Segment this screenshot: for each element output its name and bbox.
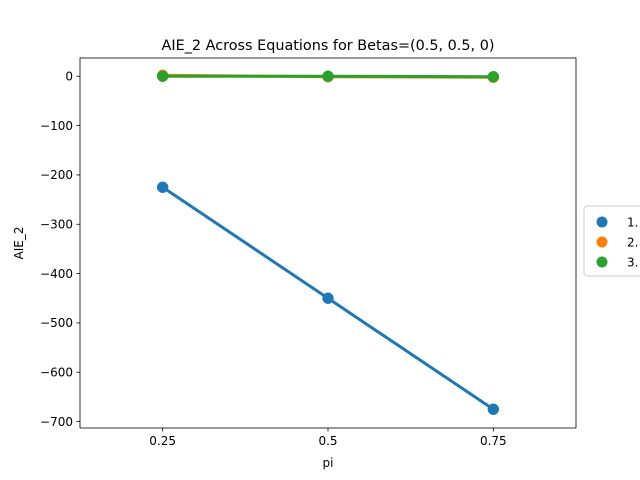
legend-label: 3.	[627, 255, 638, 269]
y-axis: 0 −100 −200 −300 −400 −500 −600 −700	[40, 70, 80, 429]
y-tick-label: −300	[40, 218, 73, 232]
legend: 1. 2. 3.	[583, 205, 640, 277]
legend-marker	[596, 256, 608, 268]
data-point	[487, 403, 500, 416]
plot-frame	[79, 57, 577, 429]
legend-marker	[596, 236, 608, 248]
x-tick-label: 0.75	[480, 434, 507, 448]
y-tick-label: −200	[40, 168, 73, 182]
x-axis-label: pi	[323, 456, 334, 470]
data-point	[322, 292, 334, 305]
data-point	[156, 70, 169, 83]
legend-marker	[596, 216, 608, 228]
series-1	[156, 181, 500, 416]
y-tick-label: −500	[40, 316, 73, 330]
y-tick-label: −700	[40, 415, 73, 429]
legend-items: 1. 2. 3.	[596, 215, 638, 269]
legend-label: 1.	[627, 215, 638, 229]
y-tick-label: −400	[40, 267, 73, 281]
y-tick-label: 0	[65, 70, 73, 84]
plot-area	[79, 57, 577, 429]
data-point	[156, 181, 169, 194]
legend-label: 2.	[627, 235, 638, 249]
data-point	[322, 70, 334, 83]
y-axis-label: AIE_2	[12, 227, 26, 260]
data-point	[487, 70, 500, 83]
y-tick-label: −100	[40, 119, 73, 133]
x-tick-label: 0.5	[318, 434, 337, 448]
series-layer	[156, 69, 500, 416]
y-tick-label: −600	[40, 366, 73, 380]
chart-title: AIE_2 Across Equations for Betas=(0.5, 0…	[162, 38, 495, 54]
series-3	[156, 70, 500, 83]
x-tick-label: 0.25	[149, 434, 176, 448]
x-axis: 0.25 0.5 0.75	[149, 428, 507, 448]
